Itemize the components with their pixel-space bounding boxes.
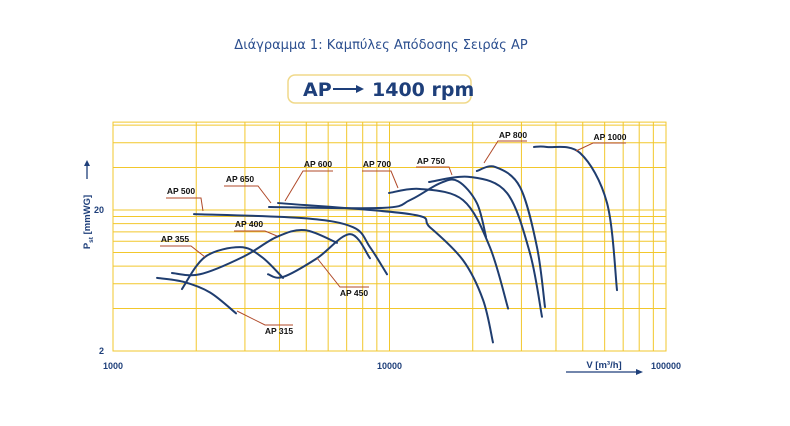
curve-ap-700 [388,187,510,310]
leader-line-ap-600 [284,170,333,202]
leader-line-ap-400 [234,230,278,237]
tick-labels: 1000 10000 100000 2 20 [94,205,681,371]
label-ap-315: AP 315 [265,326,293,336]
leader-line-ap-650 [224,185,272,204]
chart-title: Διάγραμμα 1: Καμπύλες Απόδοσης Σειράς AP [234,38,528,53]
leader-line-ap-1000 [575,142,626,152]
x-tick-label: 100000 [651,361,681,371]
arrow-up-icon [84,160,90,179]
curve-labels: AP 315 AP 355 AP 400 AP 450 AP 500 AP 600 AP 6… [160,130,627,336]
curve-ap-750 [428,175,543,318]
curve-ap-600 [277,202,494,344]
curve-ap-450 [267,233,371,279]
label-ap-650: AP 650 [226,174,254,184]
label-ap-355: AP 355 [161,234,189,244]
curve-ap-1000 [532,145,619,292]
speed-value: 1400 rpm [372,79,474,101]
y-tick-label: 2 [99,346,104,356]
x-axis-label: V [m³/h] [586,360,621,371]
label-ap-800: AP 800 [499,130,527,140]
y-axis-label: Pst [mmWG] [82,160,95,249]
x-tick-label: 10000 [377,361,402,371]
leader-line-ap-355 [160,245,206,258]
curve-ap-315 [156,276,238,315]
arrow-right-icon [566,369,643,375]
label-ap-500: AP 500 [167,186,195,196]
leader-line-ap-450 [316,257,369,288]
leader-line-ap-315 [236,310,293,326]
grid [112,121,667,352]
label-ap-750: AP 750 [417,156,445,166]
label-ap-450: AP 450 [340,288,368,298]
y-label-sub: st [88,236,95,243]
leader-line-ap-800 [483,140,527,164]
curve-ap-400 [170,228,338,277]
curve-ap-650 [267,178,488,238]
y-tick-label: 20 [94,205,104,215]
leader-line-ap-700 [362,170,399,189]
label-ap-600: AP 600 [304,159,332,169]
svg-text:Pst [mmWG]: Pst [mmWG] [82,195,95,249]
arrow-right-icon [333,85,364,93]
y-label-unit: [mmWG] [82,195,93,235]
label-ap-400: AP 400 [235,219,263,229]
curve-ap-355 [180,246,285,291]
leader-line-ap-750 [416,166,453,176]
y-label-main: P [82,242,93,249]
speed-box: AP 1400 rpm [287,74,474,104]
x-tick-label: 1000 [103,361,123,371]
curve-ap-500 [192,213,389,276]
leader-line-ap-500 [166,197,204,212]
series-name: AP [303,79,332,101]
label-ap-1000: AP 1000 [594,132,627,142]
label-ap-700: AP 700 [363,159,391,169]
curve-ap-800 [475,165,546,309]
